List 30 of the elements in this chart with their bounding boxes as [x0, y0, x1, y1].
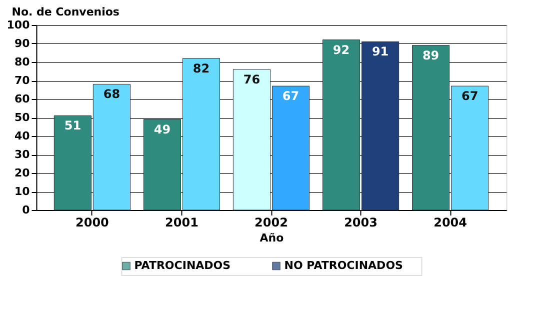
legend-label: PATROCINADOS [134, 259, 231, 272]
data-label: 67 [461, 89, 478, 104]
y-tick-label: 50 [14, 111, 30, 124]
y-tick-label: 60 [14, 92, 30, 106]
y-tick-label: 100 [6, 18, 30, 32]
x-tick-label: 2003 [344, 216, 378, 230]
x-tick-label: 2001 [165, 216, 198, 230]
data-label: 67 [282, 89, 300, 104]
y-tick-label: 10 [14, 185, 30, 198]
legend-label: NO PATROCINADOS [284, 259, 404, 272]
data-label: 92 [332, 42, 350, 57]
data-label: 91 [372, 44, 389, 59]
x-tick-label: 2004 [434, 216, 467, 230]
y-tick-label: 40 [14, 130, 30, 142]
y-tick-label: 70 [14, 74, 30, 87]
y-tick-label: 20 [14, 166, 30, 180]
data-label: 68 [103, 87, 120, 102]
y-axis-title: No. de Convenios [12, 6, 120, 18]
data-label: 82 [192, 61, 210, 76]
y-tick-label: 30 [14, 148, 30, 161]
data-label: 89 [422, 48, 440, 62]
data-label: 76 [243, 72, 260, 86]
x-tick-label: 2000 [76, 216, 109, 230]
x-axis-title: Año [260, 232, 284, 244]
y-tick-label: 90 [14, 37, 30, 50]
x-tick-label: 2002 [254, 216, 288, 230]
y-tick-label: 80 [14, 56, 30, 68]
data-label: 51 [64, 118, 82, 133]
data-label: 49 [154, 122, 171, 136]
y-tick-label: 0 [22, 204, 30, 216]
